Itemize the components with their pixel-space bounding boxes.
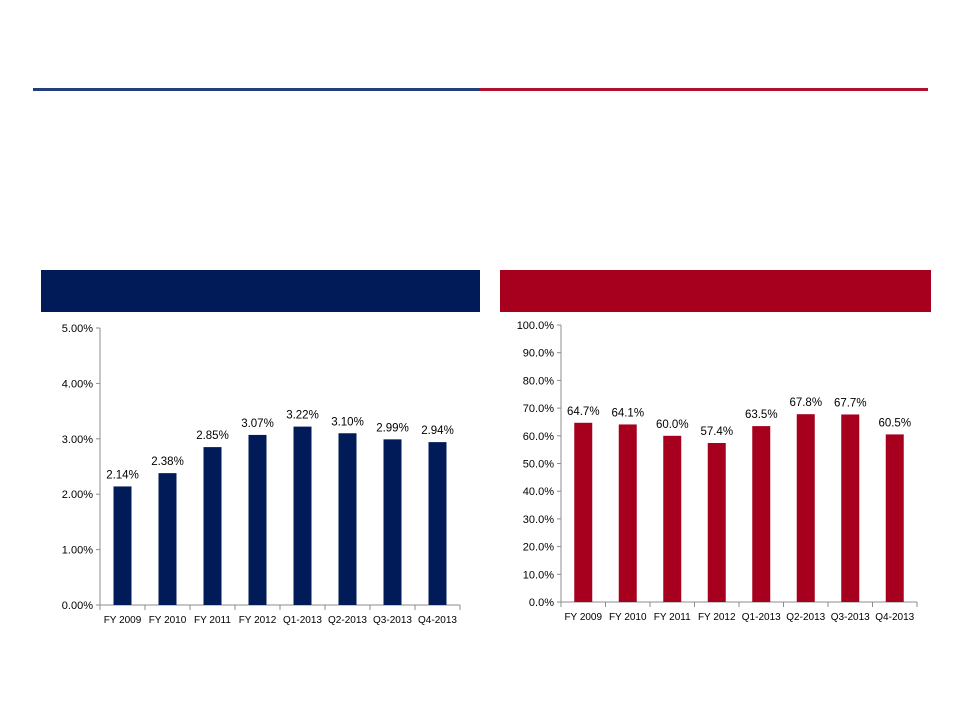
right-y-tick-label: 80.0% [523,375,554,387]
left-bar [113,486,132,605]
left-bar [248,434,267,605]
left-data-label: 2.38% [151,456,184,468]
header-rule-right [480,88,928,91]
right-y-tick-label: 40.0% [523,486,554,498]
right-category-label: FY 2012 [698,612,736,623]
right-category-label: Q4-2013 [875,612,914,623]
right-data-label: 64.1% [611,407,644,419]
left-bar [428,442,447,605]
right-category-label: FY 2011 [654,612,691,623]
left-bar [293,426,312,605]
left-data-label: 2.99% [376,422,409,434]
left-y-tick-label: 3.00% [62,434,93,446]
left-data-label: 3.22% [286,410,319,422]
left-y-tick-label: 2.00% [62,489,93,501]
left-category-label: FY 2009 [104,615,142,626]
right-data-label: 64.7% [567,406,600,418]
left-category-label: Q4-2013 [418,615,457,626]
right-y-tick-label: 20.0% [523,542,554,554]
right-bar [663,435,682,602]
right-bar [796,414,815,602]
left-category-label: FY 2012 [239,615,277,626]
right-y-tick-label: 100.0% [517,320,555,332]
left-data-label: 2.94% [421,425,454,437]
left-y-tick-label: 4.00% [62,378,93,390]
left-category-label: FY 2011 [194,615,231,626]
left-data-label: 3.10% [331,416,364,428]
left-bar [203,447,222,605]
left-bar [383,439,402,605]
right-bar [885,434,904,602]
right-y-tick-label: 50.0% [523,459,554,471]
right-bar [752,426,771,602]
right-y-tick-label: 70.0% [523,403,554,415]
left-y-tick-label: 0.00% [62,600,93,612]
left-chart-banner [41,270,480,312]
right-data-label: 67.7% [834,397,867,409]
right-category-label: Q2-2013 [786,612,825,623]
right-bar [618,424,637,602]
right-data-label: 63.5% [745,409,778,421]
right-bar [707,443,726,602]
right-data-label: 67.8% [789,397,822,409]
right-y-tick-label: 90.0% [523,348,554,360]
right-bar [574,422,593,602]
right-chart-banner [500,270,931,312]
right-data-label: 57.4% [700,426,733,438]
right-bar [841,414,860,602]
header-rule-left [33,88,480,91]
right-data-label: 60.0% [656,419,689,431]
left-category-label: Q1-2013 [283,615,322,626]
left-data-label: 2.14% [106,469,139,481]
right-y-tick-label: 0.0% [529,597,554,609]
left-y-tick-label: 1.00% [62,545,93,557]
left-category-label: FY 2010 [149,615,187,626]
right-category-label: FY 2010 [609,612,647,623]
right-category-label: Q1-2013 [742,612,781,623]
left-y-tick-label: 5.00% [62,323,93,335]
right-y-tick-label: 60.0% [523,431,554,443]
left-category-label: Q2-2013 [328,615,367,626]
left-bar [338,433,357,605]
left-category-label: Q3-2013 [373,615,412,626]
right-category-label: Q3-2013 [831,612,870,623]
right-y-tick-label: 30.0% [523,514,554,526]
right-data-label: 60.5% [878,417,911,429]
left-bar [158,473,177,605]
left-data-label: 2.85% [196,430,229,442]
right-category-label: FY 2009 [564,612,602,623]
right-y-tick-label: 10.0% [523,569,554,581]
left-data-label: 3.07% [241,418,274,430]
